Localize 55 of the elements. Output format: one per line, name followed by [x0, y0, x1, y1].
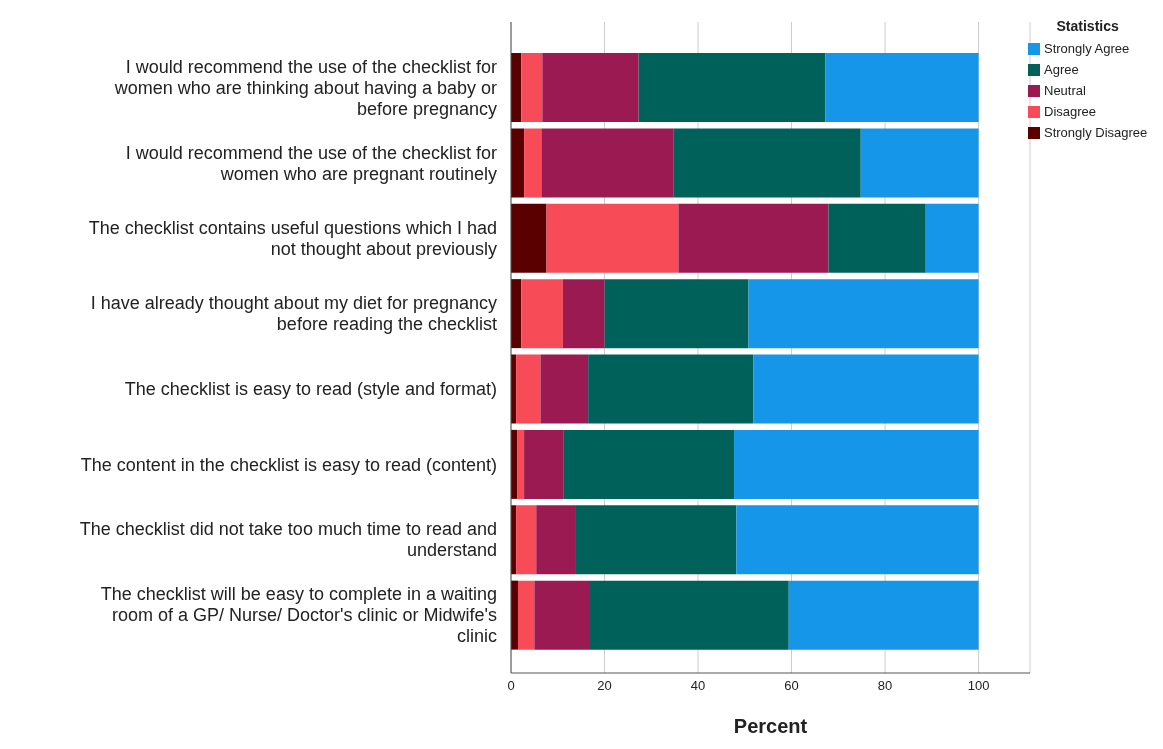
bar: [562, 279, 605, 349]
y-tick-label: The checklist contains useful questions which I had not thought about previously: [88, 217, 497, 259]
y-tick-label: The checklist did not take too much time to read and understand: [79, 519, 497, 561]
x-tick-label: 100: [967, 678, 990, 694]
bar: [511, 128, 525, 198]
x-tick-label: 60: [784, 678, 799, 694]
legend-title: Statistics: [1055, 18, 1120, 34]
y-tick-label: I would recommend the use of the checklist for women who are thinking about having a baby or before pregnancy: [113, 56, 497, 119]
bar: [524, 429, 564, 499]
y-tick-label: The content in the checklist is easy to read (content): [80, 454, 497, 475]
bar: [753, 354, 979, 424]
bar: [860, 128, 979, 198]
bar: [575, 505, 737, 575]
bar: [788, 580, 979, 650]
x-tick-label: 80: [877, 678, 893, 694]
bar: [518, 580, 535, 650]
bar: [517, 429, 525, 499]
bar: [925, 203, 979, 273]
legend-label: Strongly Agree: [1043, 40, 1131, 58]
x-tick-label: 20: [597, 678, 612, 694]
bar: [736, 505, 979, 575]
x-tick-label: 40: [690, 678, 706, 694]
bar: [540, 354, 589, 424]
bar: [828, 203, 926, 273]
y-tick-label: The checklist will be easy to complete in a waiting room of a GP/ Nurse/ Doctor's clinic or Midwife's clinic: [100, 584, 497, 647]
y-tick-label: The checklist is easy to read (style and format): [124, 379, 497, 400]
bar: [541, 128, 674, 198]
bar: [542, 53, 639, 122]
bar: [673, 128, 861, 198]
bar: [516, 354, 541, 424]
bar: [604, 279, 749, 349]
bar: [825, 53, 979, 122]
bar: [563, 429, 735, 499]
bar: [521, 53, 543, 122]
legend-label: Agree: [1043, 61, 1080, 79]
legend-label: Disagree: [1043, 103, 1098, 121]
bar: [638, 53, 826, 122]
bar: [748, 279, 979, 349]
y-tick-label: I have already thought about my diet for pregnancy before reading the checklist: [90, 293, 497, 335]
bar: [511, 203, 547, 273]
bar: [524, 128, 542, 198]
bar: [590, 580, 789, 650]
bar: [588, 354, 754, 424]
bar: [678, 203, 829, 273]
x-axis-title: Percent: [733, 715, 808, 737]
y-tick-label: I would recommend the use of the checklist for women who are pregnant routinely: [125, 142, 497, 184]
bar: [534, 580, 591, 650]
legend-label: Neutral: [1043, 82, 1087, 100]
legend-label: Strongly Disagree: [1043, 124, 1148, 142]
bar: [536, 505, 576, 575]
bar: [516, 505, 537, 575]
bar: [521, 279, 563, 349]
bar: [546, 203, 679, 273]
bar: [734, 429, 979, 499]
x-tick-label: 0: [507, 678, 515, 694]
